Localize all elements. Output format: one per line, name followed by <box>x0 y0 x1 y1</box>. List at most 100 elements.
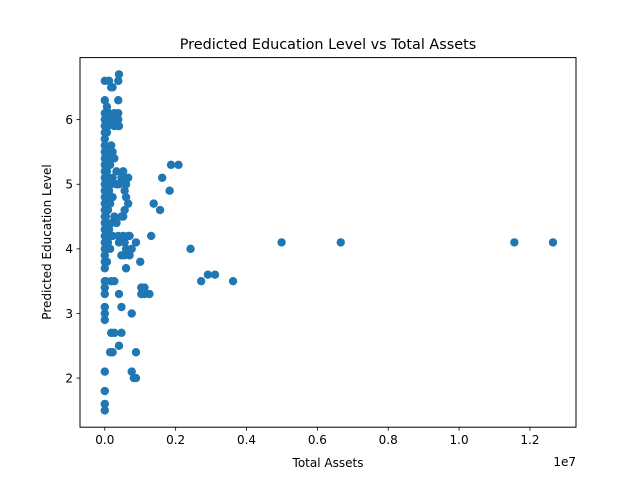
data-point <box>112 167 121 176</box>
data-point <box>108 348 117 357</box>
data-point <box>100 386 110 396</box>
data-point <box>114 70 124 79</box>
data-point <box>110 212 119 221</box>
data-point <box>112 218 121 228</box>
data-point <box>100 134 110 144</box>
data-point <box>104 76 114 86</box>
data-point <box>100 218 110 228</box>
y-axis-label: Predicted Education Level <box>40 164 54 319</box>
data-point <box>127 244 136 254</box>
y-tick-label: 3 <box>65 307 73 321</box>
data-point <box>123 199 133 208</box>
data-point <box>131 348 141 357</box>
data-point <box>102 257 112 266</box>
data-point <box>100 141 110 150</box>
data-point <box>136 257 145 266</box>
x-axis-offset-label: 1e7 <box>553 455 576 469</box>
data-point <box>186 244 195 254</box>
data-point <box>100 302 110 312</box>
data-point <box>114 108 123 118</box>
data-point <box>117 302 126 312</box>
y-tick-label: 4 <box>65 242 73 256</box>
data-point <box>125 231 134 241</box>
data-point <box>100 96 110 105</box>
data-point <box>108 83 117 92</box>
data-point <box>157 173 167 182</box>
data-point <box>102 167 112 176</box>
x-tick-label: 0.4 <box>237 433 256 447</box>
data-point <box>548 238 558 247</box>
data-point <box>120 205 129 215</box>
data-point <box>100 406 110 415</box>
data-point <box>108 192 117 202</box>
data-point <box>121 192 131 202</box>
data-point <box>121 180 131 189</box>
data-point <box>100 399 110 409</box>
data-point <box>108 173 117 182</box>
data-point <box>203 270 213 279</box>
x-tick-label: 0.8 <box>379 433 398 447</box>
data-point <box>196 276 206 286</box>
data-point <box>103 205 113 215</box>
chart-title: Predicted Education Level vs Total Asset… <box>180 37 477 53</box>
data-point <box>100 309 110 318</box>
data-point <box>149 199 158 208</box>
data-point <box>100 367 110 376</box>
data-point <box>110 154 119 163</box>
data-point <box>120 238 129 247</box>
data-point <box>277 238 286 247</box>
data-point <box>117 328 126 338</box>
data-points <box>100 70 558 415</box>
x-tick-label: 1.2 <box>520 433 539 447</box>
data-point <box>114 76 123 86</box>
data-point <box>114 96 123 105</box>
x-tick-label: 1.0 <box>450 433 469 447</box>
data-point <box>104 186 114 195</box>
x-tick-label: 0.0 <box>95 433 114 447</box>
data-point <box>114 115 123 124</box>
data-point <box>114 180 124 189</box>
y-tick-label: 6 <box>65 113 73 127</box>
x-axis-label: Total Assets <box>292 456 364 470</box>
data-point <box>104 225 114 234</box>
data-point <box>131 238 141 247</box>
data-point <box>101 147 111 157</box>
data-point <box>105 199 115 208</box>
data-point <box>147 231 156 241</box>
data-point <box>103 121 113 131</box>
data-point <box>110 328 119 338</box>
x-tick-label: 0.2 <box>166 433 185 447</box>
data-point <box>155 205 165 215</box>
data-point <box>100 251 110 260</box>
data-point <box>108 147 117 157</box>
data-point <box>228 276 238 286</box>
data-point <box>123 173 133 182</box>
data-point <box>125 251 134 260</box>
data-point <box>102 128 112 137</box>
y-tick-label: 2 <box>65 371 73 385</box>
x-tick-label: 0.6 <box>308 433 327 447</box>
data-point <box>100 283 110 292</box>
data-point <box>174 160 183 170</box>
data-point <box>165 186 174 195</box>
data-point <box>120 186 129 195</box>
data-point <box>110 276 119 286</box>
data-point <box>102 102 112 111</box>
data-point <box>100 315 110 325</box>
data-point <box>131 373 141 383</box>
y-axis-ticks: 2 3 4 5 6 <box>65 113 80 385</box>
data-point <box>101 212 111 221</box>
data-point <box>119 212 128 221</box>
data-point <box>114 341 124 350</box>
data-point <box>121 264 131 273</box>
data-point <box>100 264 110 273</box>
data-point <box>127 309 136 318</box>
plot-frame <box>79 57 577 428</box>
data-point <box>510 238 519 247</box>
data-point <box>114 121 124 131</box>
data-point <box>140 283 149 292</box>
data-point <box>105 160 115 170</box>
data-point <box>100 289 110 299</box>
